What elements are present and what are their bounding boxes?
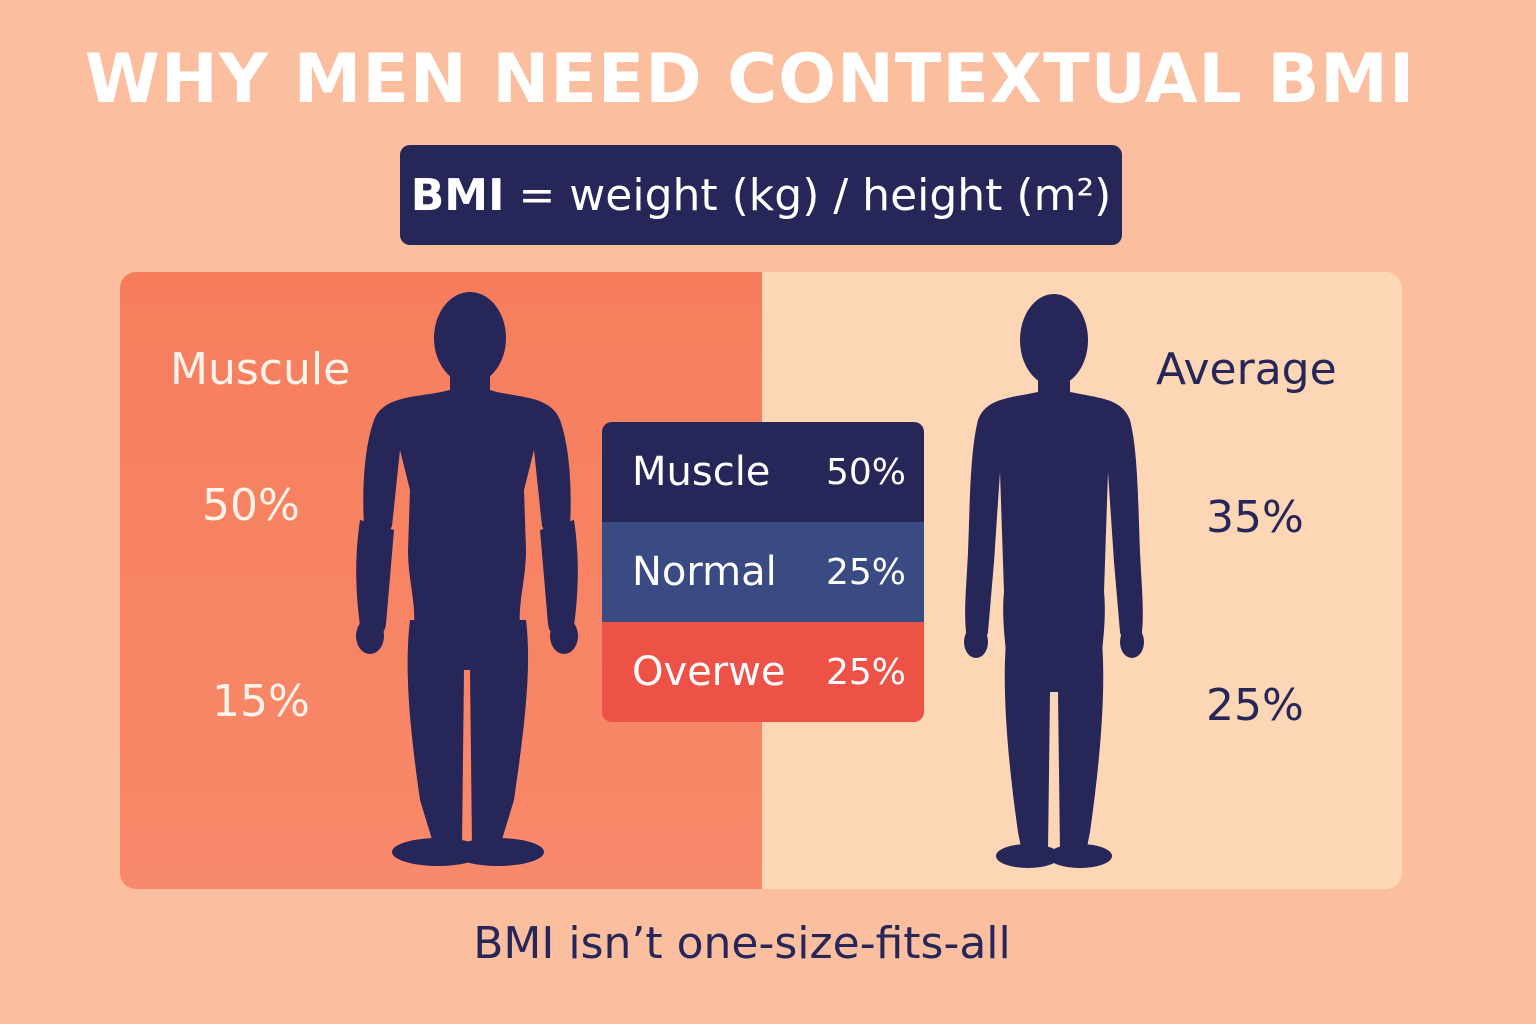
- formula-lhs: BMI: [410, 169, 505, 221]
- stats-row-normal: Normal 25%: [602, 522, 924, 622]
- muscular-man-silhouette-icon: [356, 292, 578, 866]
- bmi-stats-table: Muscle 50% Normal 25% Overwe 25%: [602, 422, 924, 722]
- average-man-silhouette-icon: [964, 294, 1144, 868]
- bmi-formula-box: BMI = weight (kg) / height (m²): [400, 145, 1122, 245]
- stats-row-overweight: Overwe 25%: [602, 622, 924, 722]
- stats-value: 25%: [825, 551, 906, 593]
- muscular-value-top: 50%: [202, 480, 300, 531]
- formula-rhs: = weight (kg) / height (m²): [518, 169, 1112, 221]
- muscular-value-bottom: 15%: [212, 676, 310, 727]
- stats-name: Muscle: [632, 449, 771, 495]
- stats-name: Normal: [632, 549, 777, 595]
- muscular-label: Muscule: [170, 344, 351, 395]
- stats-name: Overwe: [632, 649, 786, 695]
- average-value-bottom: 25%: [1206, 680, 1304, 731]
- average-value-top: 35%: [1206, 492, 1304, 543]
- page-title: WHY MEN NEED CONTEXTUAL BMI: [84, 40, 1416, 119]
- stats-row-muscle: Muscle 50%: [602, 422, 924, 522]
- stats-value: 25%: [825, 651, 906, 693]
- average-label: Average: [1156, 344, 1337, 395]
- footer-caption: BMI isn’t one-size-fits-all: [473, 918, 1011, 969]
- stats-value: 50%: [825, 451, 906, 493]
